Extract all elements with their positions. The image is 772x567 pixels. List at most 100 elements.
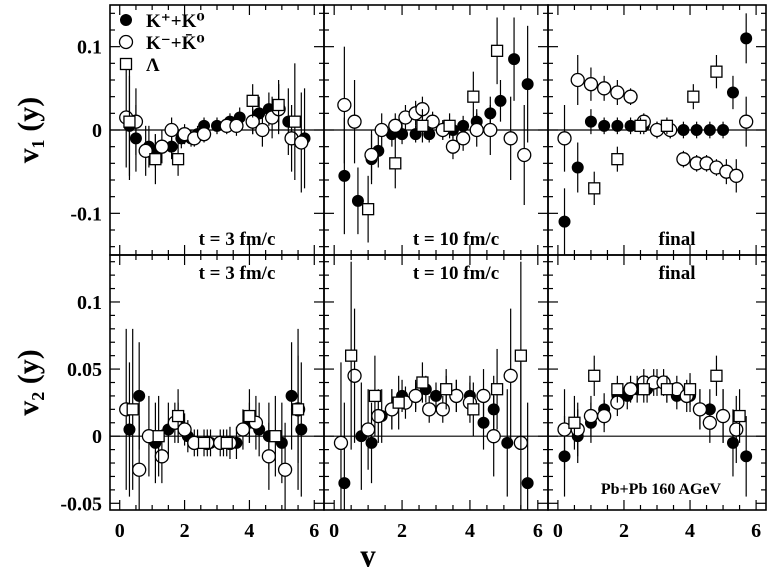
data-point — [269, 430, 282, 443]
data-point — [558, 215, 571, 228]
data-point — [588, 369, 601, 382]
x-tick-label: 6 — [533, 520, 543, 542]
data-point — [687, 90, 700, 103]
data-point — [740, 32, 753, 45]
y-tick-label: 0.05 — [67, 359, 102, 381]
data-point — [338, 169, 351, 182]
data-point — [364, 147, 379, 163]
data-point — [295, 423, 308, 436]
data-point — [490, 44, 504, 57]
x-tick-label: 0 — [553, 520, 563, 542]
data-point — [483, 122, 498, 138]
data-point — [503, 131, 518, 146]
data-point — [476, 388, 491, 404]
data-point — [368, 389, 382, 403]
data-point — [360, 422, 376, 437]
data-point — [196, 127, 212, 142]
data-point — [521, 78, 534, 91]
data-point — [683, 383, 697, 396]
data-point — [469, 122, 484, 138]
data-point — [710, 369, 723, 382]
legend-marker — [118, 34, 134, 50]
y-tick-label: 0.1 — [77, 292, 102, 314]
data-point — [261, 449, 277, 464]
data-point — [220, 436, 233, 450]
panel-label: t = 3 fm/c — [199, 229, 276, 250]
data-point — [597, 408, 612, 424]
data-point — [123, 423, 136, 436]
legend-marker — [119, 57, 133, 71]
data-point — [710, 65, 723, 78]
data-point — [729, 168, 744, 183]
data-point — [294, 135, 309, 150]
data-point — [408, 388, 423, 404]
data-point — [422, 402, 437, 417]
data-point — [347, 114, 362, 129]
data-point — [392, 396, 405, 409]
data-point — [739, 114, 754, 129]
x-tick-label: 2 — [397, 520, 407, 542]
data-point — [365, 436, 378, 449]
data-point — [389, 157, 402, 170]
legend-marker — [120, 14, 132, 26]
data-point — [445, 139, 461, 154]
data-point — [430, 389, 442, 402]
y-tick-label: 0 — [92, 120, 102, 142]
data-point — [449, 388, 464, 404]
data-point — [623, 89, 638, 104]
y-tick-label: -0.05 — [60, 493, 102, 515]
data-point — [583, 408, 599, 424]
data-point — [333, 435, 349, 451]
legend-label: K⁺+K⁰ — [146, 11, 205, 32]
x-tick-label: 2 — [180, 520, 190, 542]
y-tick-label: -0.1 — [70, 203, 102, 225]
legend-label: K⁻+K̄⁰ — [146, 33, 205, 54]
data-point — [337, 97, 352, 113]
data-point — [374, 122, 389, 138]
series-open-square — [568, 355, 746, 450]
legend: K⁺+K⁰K⁻+K̄⁰Λ — [118, 11, 205, 76]
data-point — [570, 72, 585, 88]
data-point — [291, 403, 305, 416]
x-tick-label: 4 — [244, 520, 254, 542]
data-point — [690, 124, 703, 136]
data-point — [288, 115, 301, 128]
panel-1-2: t = 10 fm/c — [324, 17, 548, 250]
legend-label: Λ — [146, 55, 160, 76]
data-point — [503, 368, 518, 383]
data-point — [154, 449, 170, 464]
data-point — [361, 203, 375, 216]
data-point — [440, 383, 453, 396]
data-point — [171, 153, 185, 166]
data-point — [729, 422, 744, 437]
data-point — [514, 349, 527, 362]
series-open-square — [588, 55, 723, 205]
data-point — [717, 124, 730, 136]
panel-2-2: t = 10 fm/c — [324, 261, 548, 510]
data-point — [272, 98, 285, 112]
data-point — [347, 368, 362, 383]
data-point — [177, 422, 192, 437]
y-tick-label: 0 — [92, 426, 102, 448]
data-point — [164, 122, 179, 138]
data-point — [235, 422, 251, 437]
series-filled-circle — [123, 75, 311, 189]
data-point — [588, 182, 601, 195]
data-point — [132, 462, 147, 477]
data-point — [486, 429, 501, 444]
data-point — [508, 53, 521, 66]
data-point — [467, 90, 480, 103]
x-tick-label: 0 — [329, 520, 339, 542]
data-point — [138, 143, 153, 158]
panel-label: t = 10 fm/c — [413, 263, 499, 284]
data-point — [435, 402, 450, 417]
y-axis-title: v₁ (y) — [12, 97, 45, 163]
reaction-label: Pb+Pb 160 AGeV — [601, 481, 722, 498]
data-point — [702, 415, 717, 430]
data-point — [345, 349, 358, 362]
x-axis-title: y — [360, 537, 376, 567]
data-point — [660, 119, 674, 132]
data-point — [351, 194, 364, 207]
data-point — [517, 147, 532, 163]
